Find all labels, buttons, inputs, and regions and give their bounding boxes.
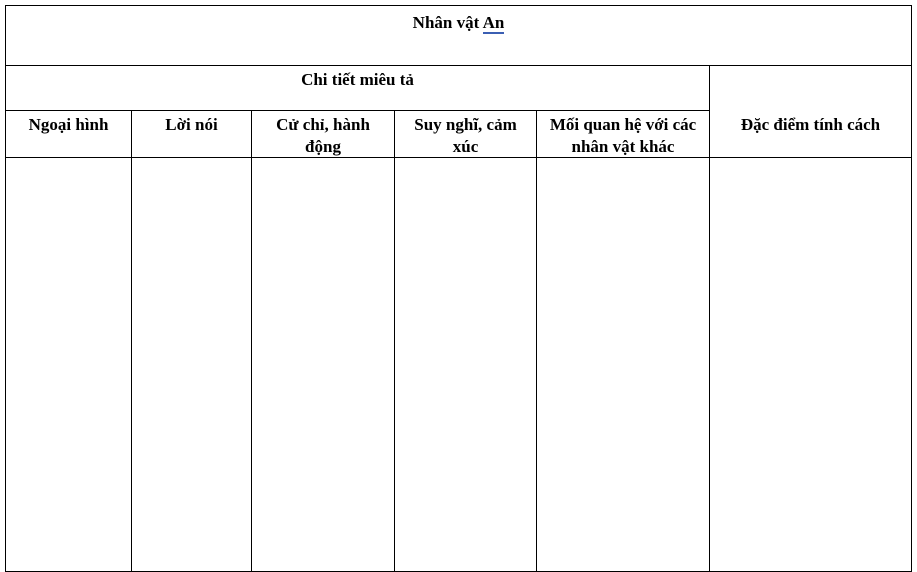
column-header: Ngoại hình (5, 110, 132, 158)
character-name: An (482, 13, 505, 34)
column-header: Lời nói (131, 110, 252, 158)
side-header: Đặc điểm tính cách (740, 115, 881, 134)
table-title: Nhân vật An (412, 13, 505, 34)
title-cell: Nhân vật An (5, 5, 912, 66)
column-header: Cử chỉ, hành động (251, 110, 395, 158)
group-header-cell: Chi tiết miêu tả (5, 65, 710, 111)
column-header-text: Lời nói (165, 115, 218, 134)
column-header-text: Suy nghĩ, cảm xúc (414, 115, 517, 156)
column-header-text: Mối quan hệ với các nhân vật khác (549, 115, 697, 156)
side-header-cell: Đặc điểm tính cách (709, 65, 912, 158)
body-cell[interactable] (709, 157, 912, 572)
body-cell[interactable] (251, 157, 395, 572)
column-header-text: Ngoại hình (28, 115, 109, 134)
group-header: Chi tiết miêu tả (301, 70, 414, 89)
body-cell[interactable] (536, 157, 710, 572)
body-cell[interactable] (394, 157, 537, 572)
body-cell[interactable] (131, 157, 252, 572)
column-header-text: Cử chỉ, hành động (276, 115, 370, 156)
column-header: Mối quan hệ với các nhân vật khác (536, 110, 710, 158)
body-cell[interactable] (5, 157, 132, 572)
column-header: Suy nghĩ, cảm xúc (394, 110, 537, 158)
